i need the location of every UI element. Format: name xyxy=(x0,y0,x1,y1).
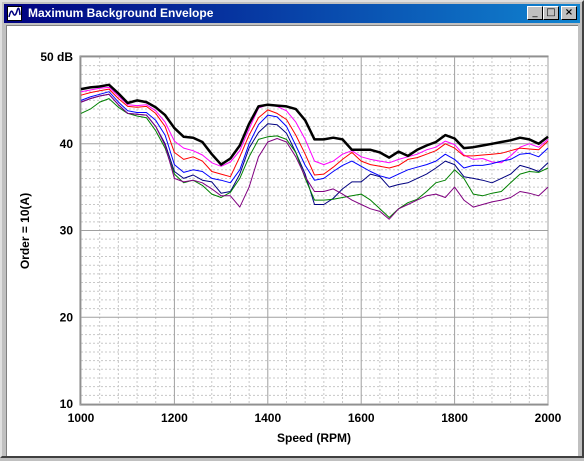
x-axis-label: Speed (RPM) xyxy=(277,431,351,445)
y-axis-label: Order = 10(A) xyxy=(18,193,32,269)
title-bar[interactable]: Maximum Background Envelope _ □ × xyxy=(4,4,580,23)
x-tick-label: 1400 xyxy=(254,411,281,425)
y-tick-labels: 10 20 30 40 50 dB xyxy=(40,50,73,411)
maximize-button[interactable]: □ xyxy=(543,6,559,20)
series-line xyxy=(80,91,549,184)
series-line xyxy=(80,83,549,166)
x-tick-label: 2000 xyxy=(535,411,562,425)
chart-area: 1000 1200 1400 1600 1800 2000 10 20 30 40 50 dB S… xyxy=(6,25,578,456)
y-tick-label: 50 dB xyxy=(40,50,73,64)
y-tick-label: 40 xyxy=(60,137,74,151)
chart-svg: 1000 1200 1400 1600 1800 2000 10 20 30 40 50 dB S… xyxy=(18,50,562,445)
series-line xyxy=(80,98,549,218)
y-tick-label: 20 xyxy=(60,310,74,324)
y-tick-label: 30 xyxy=(60,224,74,238)
x-tick-label: 1000 xyxy=(68,411,95,425)
major-grid xyxy=(80,56,549,405)
waveform-icon xyxy=(8,7,21,18)
x-tick-label: 1800 xyxy=(441,411,468,425)
series-layer xyxy=(80,83,549,220)
minor-grid xyxy=(81,57,548,404)
x-tick-label: 1200 xyxy=(161,411,188,425)
x-tick-labels: 1000 1200 1400 1600 1800 2000 xyxy=(68,411,562,425)
close-button[interactable]: × xyxy=(561,6,577,20)
series-line xyxy=(80,86,549,167)
x-tick-label: 1600 xyxy=(348,411,375,425)
series-line xyxy=(80,93,549,220)
window-title: Maximum Background Envelope xyxy=(28,6,214,20)
app-icon[interactable] xyxy=(7,6,22,21)
minimize-button[interactable]: _ xyxy=(527,6,543,20)
y-tick-label: 10 xyxy=(60,397,74,411)
series-line xyxy=(80,88,549,178)
